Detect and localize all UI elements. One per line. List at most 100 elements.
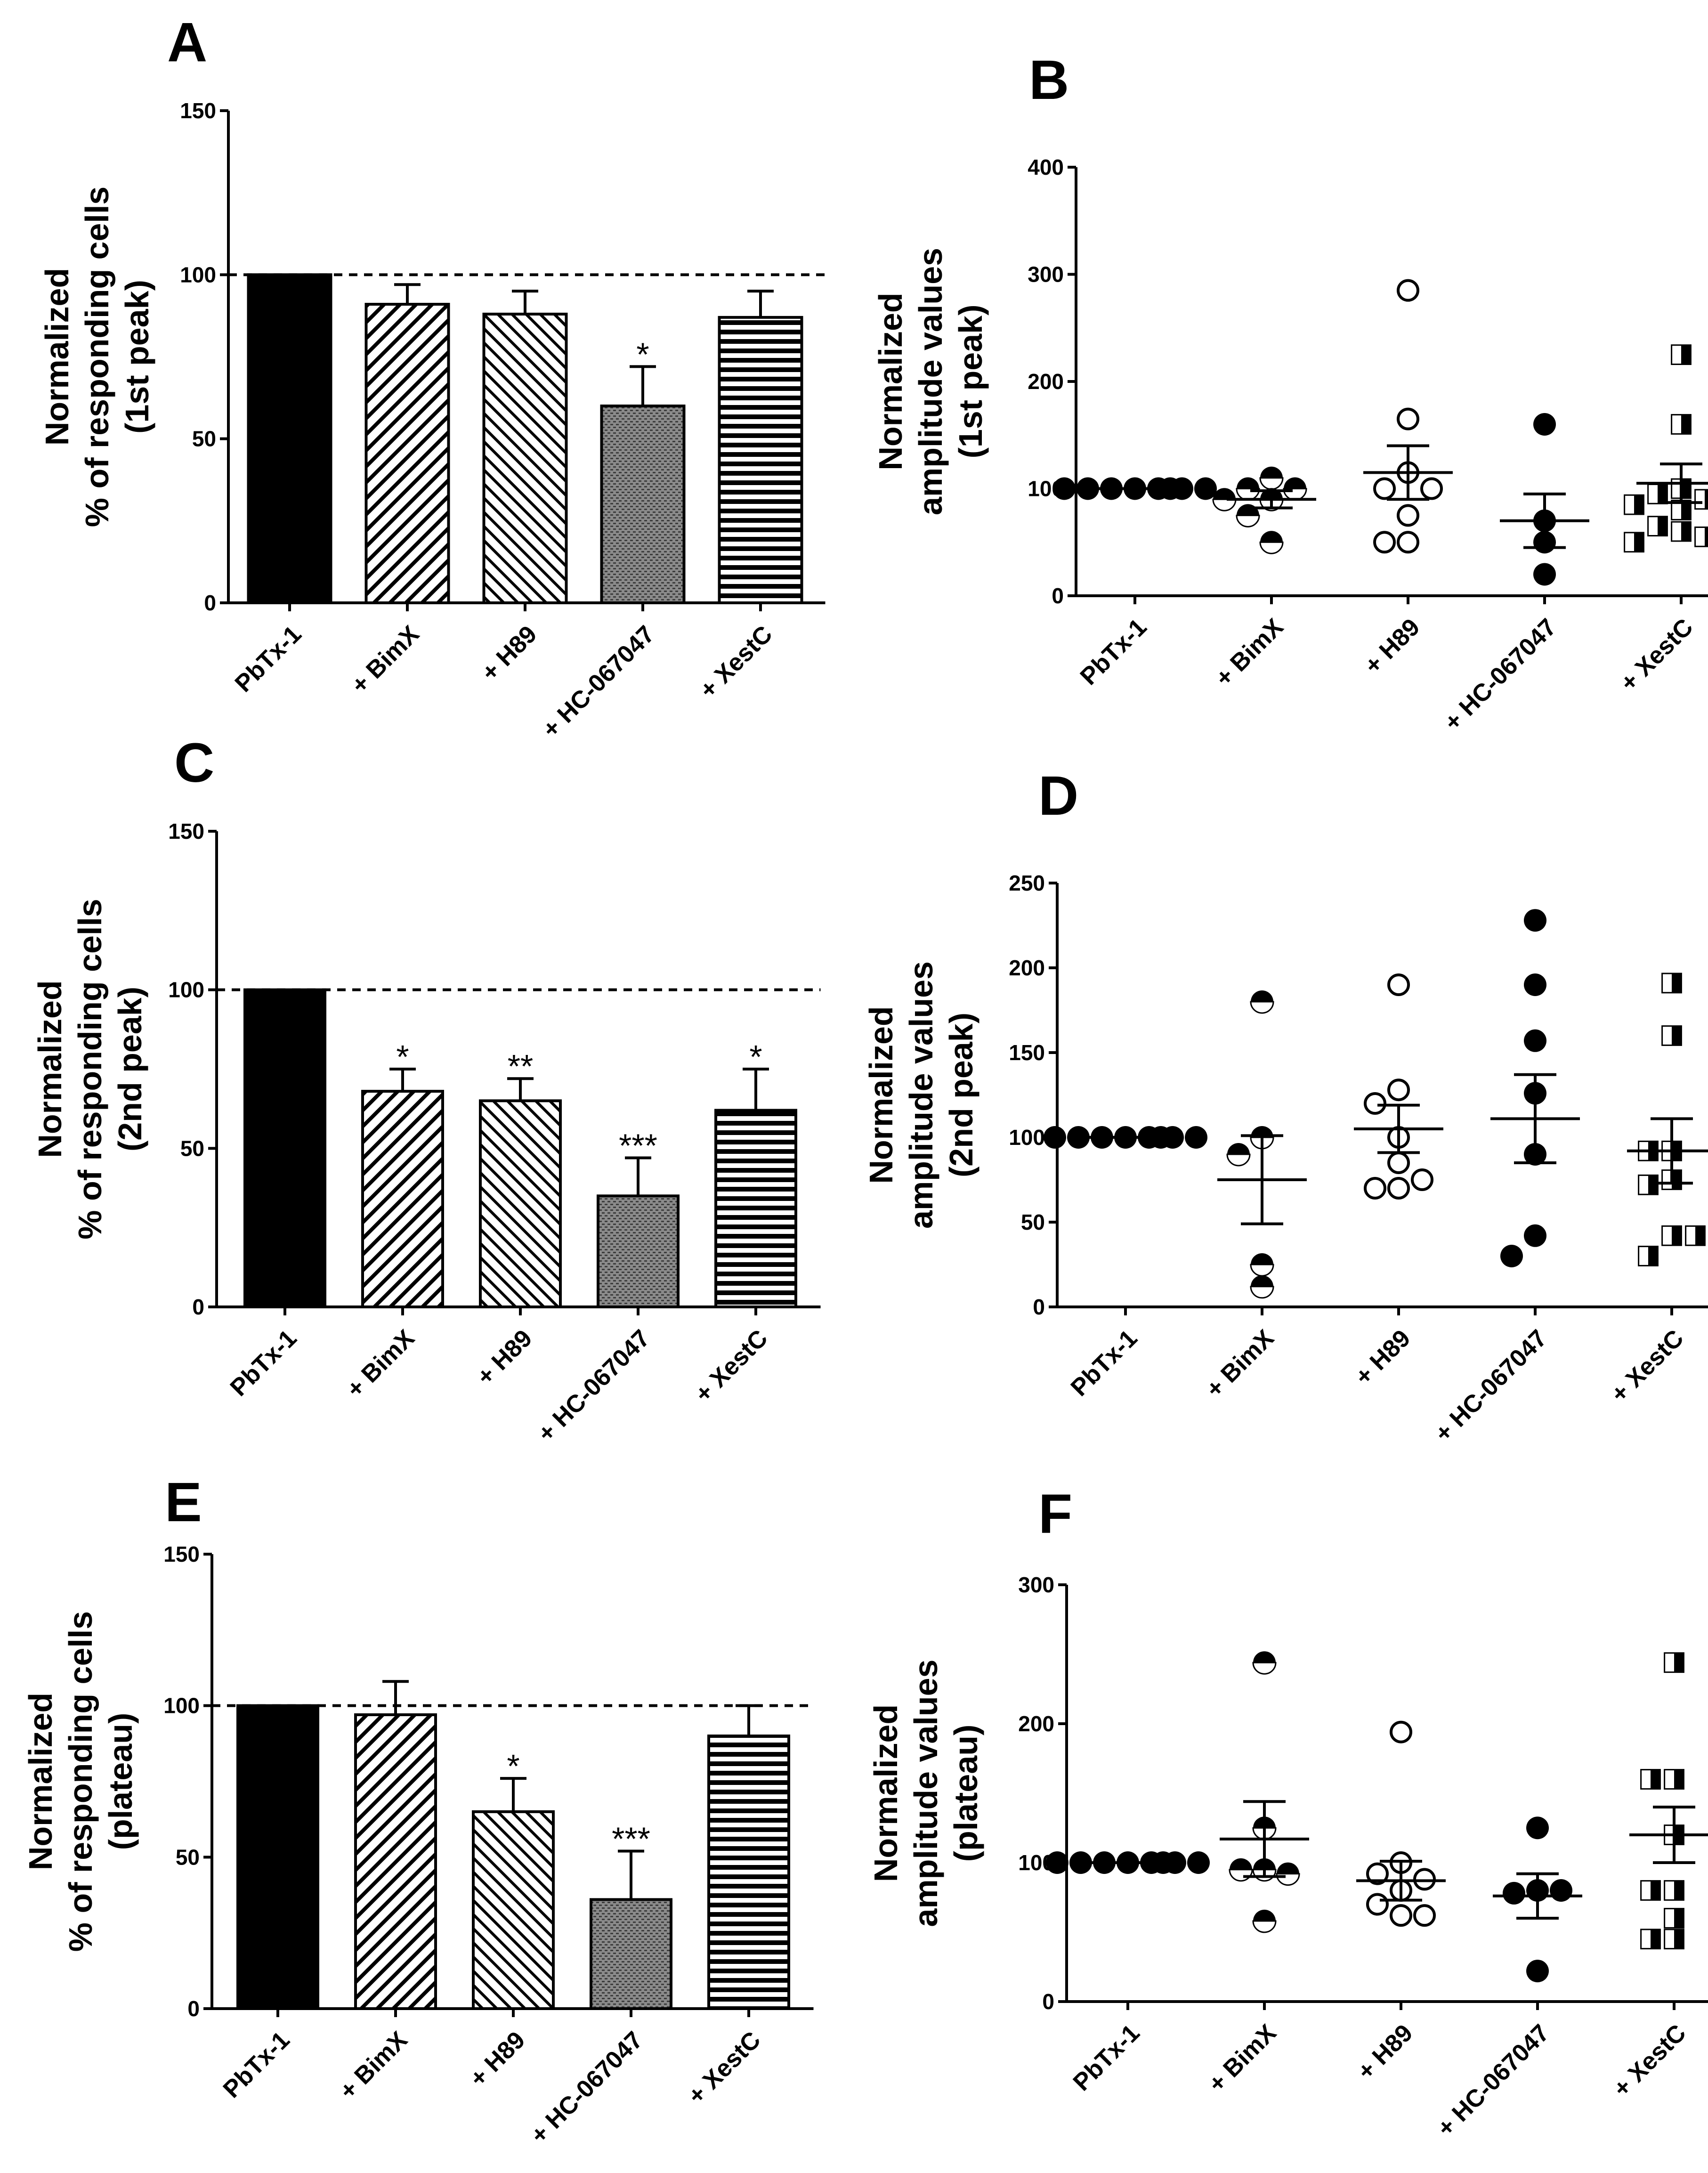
marker-bottom-half bbox=[1250, 1286, 1274, 1299]
data-point bbox=[1503, 1881, 1525, 1905]
data-point bbox=[1524, 1029, 1546, 1052]
category-label: + H89 bbox=[1350, 1324, 1416, 1390]
data-point bbox=[1624, 532, 1644, 553]
marker-top-half bbox=[1237, 477, 1259, 489]
y-tick-label: 200 bbox=[1009, 956, 1045, 980]
data-point bbox=[1212, 488, 1237, 511]
panel-a: A 0 50 100 150 PbTx-1 + BimX + H89+ HC-067047 + … bbox=[39, 11, 826, 743]
data-point bbox=[1533, 563, 1556, 586]
marker-right-half bbox=[1672, 1226, 1682, 1246]
marker-right-half bbox=[1658, 484, 1668, 504]
y-tick-label: 100 bbox=[168, 978, 204, 1002]
data-point bbox=[1044, 1126, 1066, 1149]
panel-letter: E bbox=[165, 1471, 202, 1533]
marker-top-half bbox=[1237, 504, 1259, 516]
significance-label: *** bbox=[612, 1820, 650, 1857]
bar bbox=[479, 1099, 562, 1308]
significance-label: * bbox=[507, 1748, 519, 1784]
data-point bbox=[1664, 1769, 1684, 1790]
marker-bottom-half bbox=[1250, 1264, 1274, 1277]
y-axis-title: (plateau) bbox=[102, 1713, 139, 1850]
y-tick-label: 400 bbox=[1028, 155, 1064, 179]
data-point bbox=[1373, 477, 1396, 500]
data-point bbox=[1229, 1858, 1253, 1882]
data-point bbox=[1638, 1246, 1659, 1266]
category-label: + H89 bbox=[464, 2026, 530, 2092]
panel-letter: C bbox=[174, 732, 214, 794]
data-point bbox=[1067, 1126, 1090, 1149]
data-point bbox=[1046, 1851, 1069, 1874]
marker-bottom-half bbox=[1252, 1662, 1277, 1675]
data-point bbox=[1250, 1275, 1274, 1299]
category-label: + XestC bbox=[683, 2026, 766, 2109]
category-label: + BimX bbox=[1201, 1324, 1279, 1403]
category-label: + XestC bbox=[690, 1324, 773, 1408]
data-point bbox=[1387, 1078, 1410, 1102]
marker-top-half bbox=[1260, 531, 1283, 543]
y-tick-label: 100 bbox=[180, 262, 216, 287]
marker-right-half bbox=[1695, 1226, 1705, 1246]
category-label: PbTx-1 bbox=[1066, 1324, 1143, 1402]
marker-bottom-half bbox=[1259, 541, 1284, 554]
category-label: + HC-067047 bbox=[1432, 2019, 1555, 2142]
data-point bbox=[1664, 1880, 1684, 1901]
category-label: + H89 bbox=[1359, 613, 1425, 679]
y-axis-title: Normalized bbox=[872, 292, 909, 470]
bar bbox=[597, 1194, 680, 1308]
marker-right-half bbox=[1681, 414, 1691, 434]
marker-bottom-half bbox=[1236, 514, 1260, 527]
y-tick-label: 0 bbox=[1033, 1295, 1045, 1319]
data-point bbox=[1387, 1151, 1410, 1174]
y-tick-label: 300 bbox=[1028, 262, 1064, 287]
marker-right-half bbox=[1672, 973, 1682, 993]
y-tick-label: 150 bbox=[163, 1542, 200, 1566]
data-point bbox=[1252, 1909, 1277, 1933]
data-point bbox=[1259, 466, 1284, 490]
marker-right-half bbox=[1681, 345, 1691, 365]
y-axis-title: (1st peak) bbox=[952, 305, 989, 459]
y-axis-title: Normalized bbox=[863, 1006, 899, 1184]
bar bbox=[482, 312, 568, 604]
data-point bbox=[1364, 1092, 1386, 1115]
marker-bottom-half bbox=[1250, 1001, 1274, 1014]
data-point bbox=[1397, 504, 1419, 527]
data-point bbox=[1624, 494, 1644, 515]
marker-top-half bbox=[1227, 1143, 1250, 1154]
y-axis-title: Normalized bbox=[867, 1704, 904, 1882]
marker-right-half bbox=[1651, 1769, 1660, 1789]
y-tick-label: 50 bbox=[192, 427, 216, 451]
data-point bbox=[1250, 1253, 1274, 1277]
bar bbox=[361, 1090, 444, 1308]
data-point bbox=[1373, 531, 1396, 554]
data-point bbox=[1226, 1143, 1251, 1167]
data-point bbox=[1283, 477, 1307, 501]
marker-bottom-half bbox=[1226, 1153, 1251, 1167]
marker-right-half bbox=[1674, 1769, 1684, 1789]
y-tick-label: 50 bbox=[1021, 1210, 1045, 1234]
marker-right-half bbox=[1648, 1175, 1658, 1195]
category-label: PbTx-1 bbox=[225, 1324, 302, 1402]
panel-c: C 0 50 100 150 PbTx-1 + BimX + H89+ HC-067047 + … bbox=[32, 732, 821, 1447]
significance-label: * bbox=[749, 1038, 762, 1075]
data-point bbox=[1661, 1225, 1682, 1246]
data-point bbox=[1526, 1960, 1549, 1983]
data-point bbox=[1550, 1879, 1572, 1902]
panel-letter: D bbox=[1038, 765, 1078, 827]
data-point bbox=[1500, 1245, 1523, 1267]
bar bbox=[243, 988, 326, 1309]
data-point bbox=[1390, 1904, 1412, 1927]
panel-letter: B bbox=[1029, 49, 1069, 111]
data-point bbox=[1252, 1651, 1277, 1675]
data-point bbox=[1647, 483, 1668, 504]
data-point bbox=[1685, 1225, 1706, 1246]
marker-right-half bbox=[1672, 1026, 1682, 1046]
y-tick-label: 0 bbox=[192, 1295, 204, 1319]
marker-right-half bbox=[1705, 527, 1708, 547]
data-point bbox=[1276, 1862, 1300, 1886]
category-label: + XestC bbox=[1606, 1324, 1689, 1408]
panel-e: E 0 50 100 150 PbTx-1 + BimX + H89+ HC-067047 + … bbox=[22, 1471, 814, 2149]
data-point bbox=[1694, 489, 1708, 510]
